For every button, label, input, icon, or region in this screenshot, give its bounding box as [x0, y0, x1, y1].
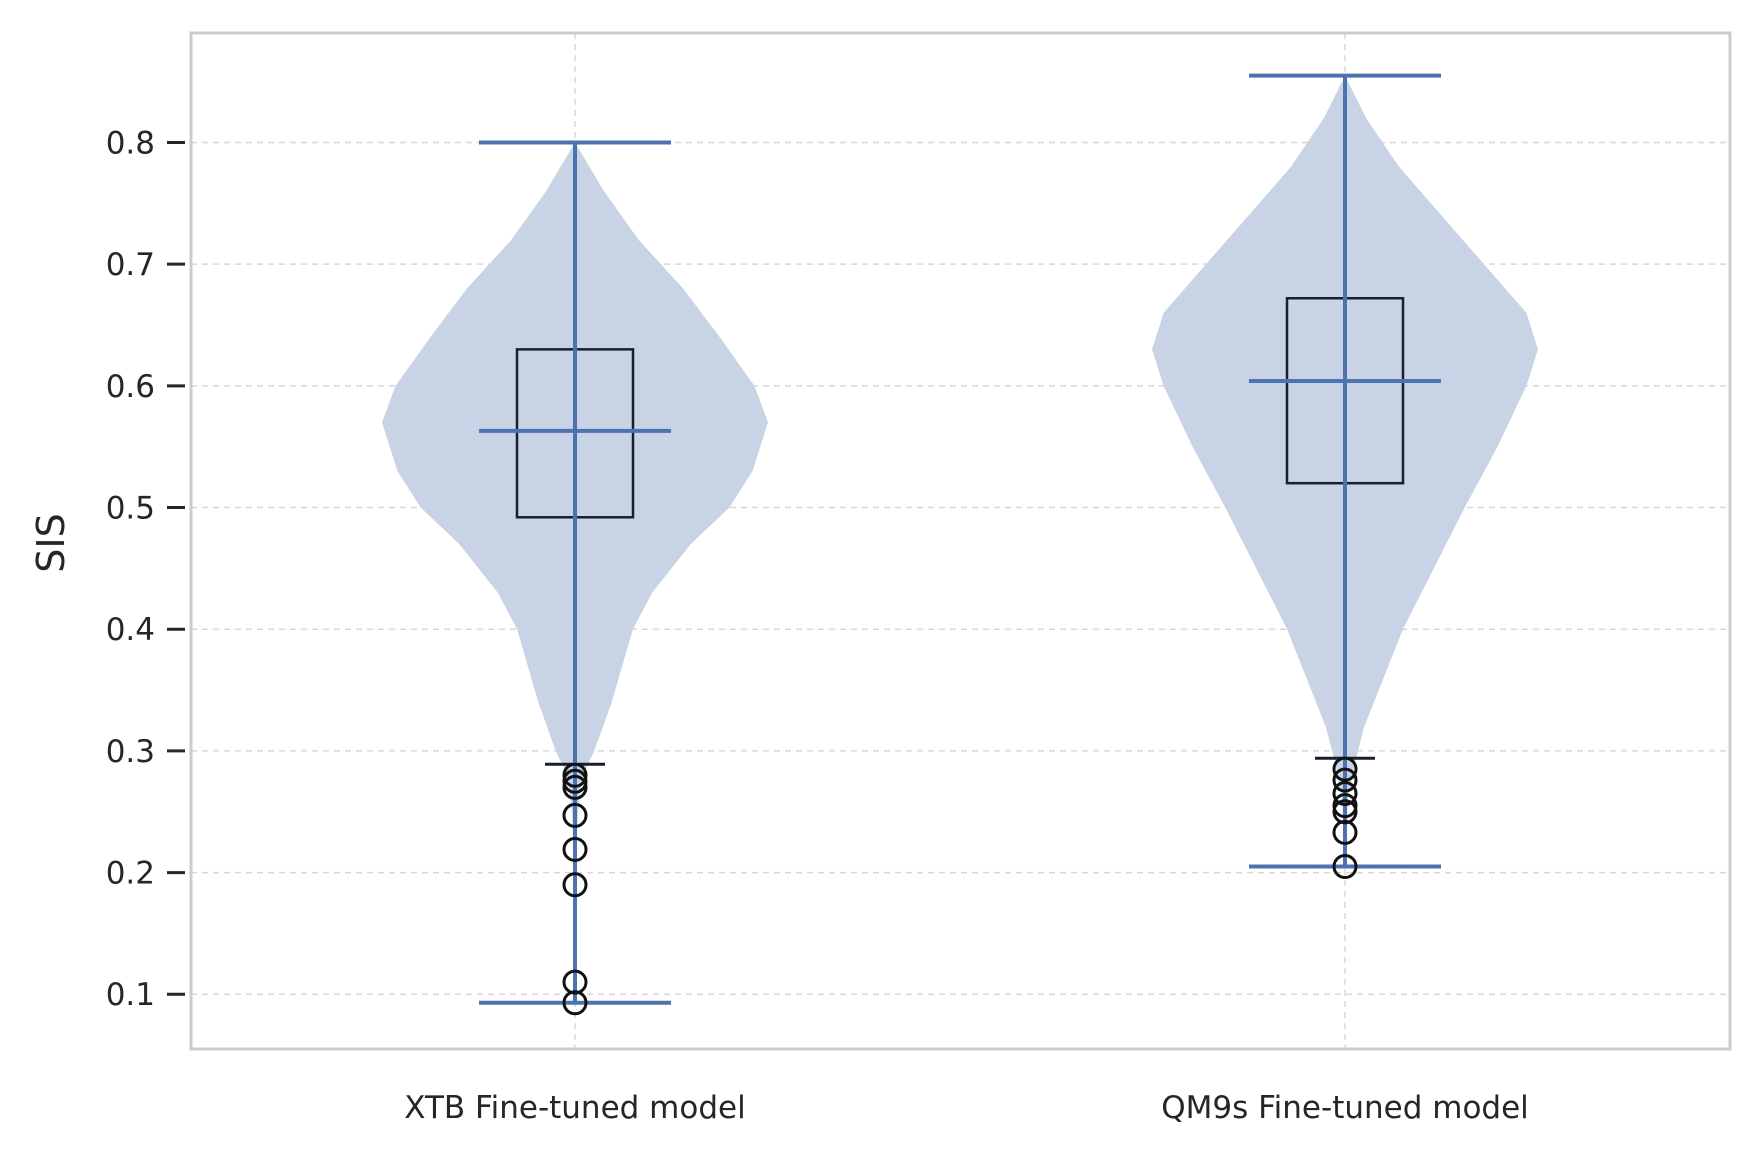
outlier-point	[1332, 767, 1358, 793]
outlier-point	[562, 774, 588, 800]
y-tick-label: 0.1	[106, 977, 155, 1013]
outlier-point	[562, 969, 588, 995]
y-axis: 0.1 0.2 0.3 0.4 0.5 0.6 0.7 0.8	[106, 126, 185, 1013]
plot-frame	[189, 31, 1732, 1051]
y-tick-label: 0.3	[106, 734, 155, 770]
x-tick-label: QM9s Fine-tuned model	[1161, 1090, 1529, 1126]
outlier-point	[562, 802, 588, 828]
y-tick-label: 0.7	[106, 247, 155, 283]
outlier-point	[562, 872, 588, 898]
outlier-point	[562, 768, 588, 794]
outlier-point	[1332, 793, 1358, 819]
y-tick-label: 0.4	[106, 612, 155, 648]
y-tick-label: 0.5	[106, 491, 155, 527]
x-tick-label: XTB Fine-tuned model	[404, 1090, 745, 1126]
plot-area	[191, 33, 1730, 1049]
outlier-point	[1332, 780, 1358, 806]
outlier-point	[562, 836, 588, 862]
outlier-point	[1332, 756, 1358, 782]
outlier-point	[562, 762, 588, 788]
y-tick-label: 0.2	[106, 856, 155, 892]
outlier-point	[1332, 799, 1358, 825]
outliers	[562, 756, 1358, 1016]
y-tick-label: 0.8	[106, 126, 155, 162]
y-axis-title: SIS	[29, 513, 73, 572]
x-axis: XTB Fine-tuned model QM9s Fine-tuned mode…	[404, 1090, 1529, 1126]
y-tick-label: 0.6	[106, 369, 155, 405]
outlier-point	[1332, 853, 1358, 879]
